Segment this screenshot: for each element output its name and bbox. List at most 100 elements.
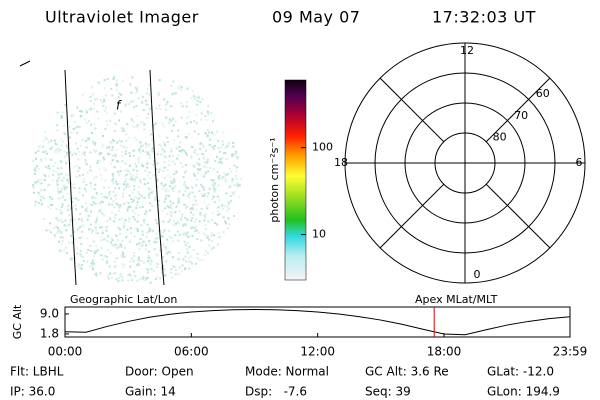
pixel bbox=[70, 234, 72, 237]
pixel bbox=[112, 200, 115, 203]
pixel bbox=[180, 102, 183, 105]
pixel bbox=[101, 212, 104, 215]
pixel bbox=[183, 150, 186, 153]
pixel bbox=[133, 199, 136, 202]
pixel bbox=[145, 92, 148, 95]
pixel bbox=[198, 169, 201, 171]
pixel bbox=[176, 204, 179, 207]
pixel bbox=[178, 145, 181, 148]
pixel bbox=[188, 110, 191, 113]
pixel bbox=[208, 188, 211, 191]
pixel bbox=[184, 244, 187, 247]
pixel bbox=[147, 162, 150, 165]
pixel bbox=[175, 92, 178, 95]
pixel bbox=[105, 259, 108, 262]
pixel bbox=[121, 160, 124, 163]
pixel bbox=[33, 172, 36, 175]
pixel bbox=[239, 178, 242, 180]
pixel bbox=[113, 112, 116, 115]
pixel bbox=[142, 149, 144, 152]
pixel bbox=[131, 209, 134, 212]
grid-curve bbox=[149, 69, 165, 286]
pixel bbox=[196, 161, 199, 164]
pixel bbox=[177, 199, 180, 202]
pixel bbox=[40, 159, 43, 162]
pixel bbox=[57, 167, 59, 170]
pixel bbox=[195, 208, 198, 211]
pixel bbox=[121, 217, 124, 220]
pixel bbox=[81, 94, 84, 96]
pixel bbox=[133, 149, 136, 152]
pixel bbox=[213, 191, 216, 194]
pixel bbox=[189, 191, 191, 194]
pixel bbox=[188, 267, 191, 270]
pixel bbox=[57, 187, 60, 190]
footer-field: Mode: Normal bbox=[245, 365, 329, 379]
pixel bbox=[121, 251, 124, 254]
pixel bbox=[129, 178, 132, 181]
pixel bbox=[159, 108, 162, 110]
pixel bbox=[163, 98, 166, 101]
pixel bbox=[157, 199, 160, 202]
pixel bbox=[37, 149, 40, 152]
pixel bbox=[145, 278, 147, 281]
pixel bbox=[70, 184, 73, 186]
pixel bbox=[65, 162, 68, 165]
footer-field: GLat: -12.0 bbox=[487, 365, 554, 379]
pixel bbox=[210, 248, 213, 250]
pixel bbox=[214, 160, 217, 162]
pixel bbox=[87, 249, 90, 252]
pixel bbox=[71, 153, 74, 156]
pixel bbox=[104, 237, 107, 240]
pixel bbox=[33, 169, 36, 172]
pixel bbox=[199, 211, 202, 214]
pixel bbox=[95, 274, 98, 277]
pixel bbox=[164, 189, 167, 192]
pixel bbox=[200, 118, 203, 121]
pixel bbox=[220, 178, 223, 181]
pixel bbox=[185, 205, 188, 208]
pixel bbox=[71, 200, 74, 203]
pixel bbox=[163, 166, 166, 169]
pixel bbox=[154, 253, 157, 255]
pixel bbox=[113, 265, 116, 267]
pixel bbox=[177, 201, 180, 204]
pixel bbox=[34, 200, 37, 203]
pixel bbox=[176, 239, 179, 242]
pixel bbox=[196, 103, 199, 106]
pixel bbox=[145, 235, 148, 238]
pixel bbox=[106, 261, 108, 264]
pixel bbox=[155, 254, 158, 257]
pixel bbox=[156, 153, 159, 156]
pixel bbox=[120, 144, 123, 147]
pixel bbox=[126, 201, 129, 203]
pixel bbox=[125, 177, 128, 180]
x-tick-label: 18:00 bbox=[427, 345, 462, 359]
pixel bbox=[207, 112, 210, 115]
pixel bbox=[63, 125, 66, 127]
pixel bbox=[151, 163, 154, 166]
pixel bbox=[217, 206, 220, 209]
pixel bbox=[167, 221, 170, 224]
pixel bbox=[143, 123, 146, 126]
footer-field: GLon: 194.9 bbox=[487, 385, 560, 399]
pixel bbox=[82, 173, 85, 176]
pixel bbox=[155, 232, 158, 235]
pixel bbox=[95, 245, 98, 247]
pixel bbox=[94, 226, 97, 229]
pixel bbox=[182, 193, 185, 196]
pixel bbox=[84, 118, 86, 121]
pixel bbox=[200, 207, 203, 210]
pixel bbox=[106, 249, 109, 252]
pixel bbox=[161, 235, 164, 237]
pixel bbox=[147, 104, 150, 106]
pixel bbox=[204, 213, 207, 216]
pixel bbox=[85, 111, 88, 114]
pixel bbox=[148, 171, 151, 174]
pixel bbox=[75, 208, 78, 211]
pixel bbox=[51, 197, 53, 200]
pixel bbox=[64, 104, 67, 107]
pixel bbox=[197, 133, 200, 136]
pixel bbox=[131, 200, 134, 203]
pixel bbox=[86, 137, 89, 140]
